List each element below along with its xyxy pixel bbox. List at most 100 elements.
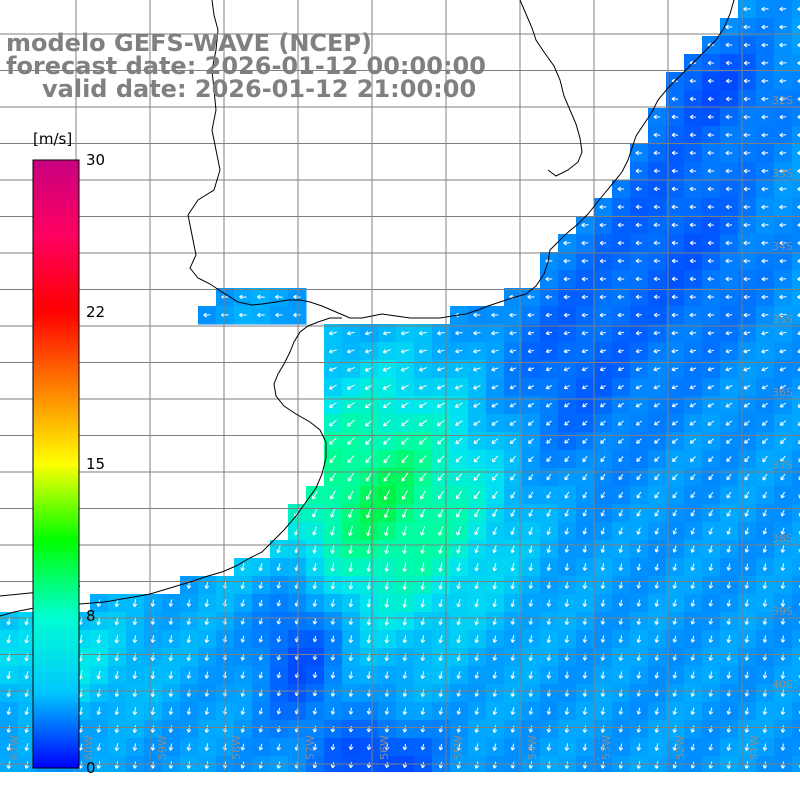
latitude-label: 37S bbox=[772, 459, 793, 472]
wind-arrow bbox=[707, 132, 715, 138]
wind-arrow bbox=[725, 78, 732, 84]
wind-arrow bbox=[384, 580, 389, 590]
wind-arrow bbox=[168, 761, 174, 769]
wind-arrow bbox=[474, 671, 480, 679]
wind-arrow bbox=[779, 420, 787, 426]
wind-arrow bbox=[455, 348, 463, 354]
wind-arrow bbox=[347, 349, 355, 354]
wind-arrow bbox=[672, 491, 678, 499]
wind-arrow bbox=[726, 509, 732, 517]
wind-arrow bbox=[600, 509, 605, 517]
wind-arrow bbox=[689, 330, 697, 336]
wind-arrow bbox=[204, 725, 210, 733]
wind-arrow bbox=[779, 240, 787, 246]
wind-arrow bbox=[726, 707, 732, 715]
wind-arrow bbox=[365, 454, 373, 464]
wind-arrow bbox=[437, 473, 445, 482]
wind-arrow bbox=[599, 276, 607, 282]
wind-arrow bbox=[365, 472, 373, 482]
wind-arrow bbox=[617, 367, 624, 372]
wind-arrow bbox=[491, 473, 498, 481]
wind-arrow bbox=[240, 707, 246, 715]
wind-arrow bbox=[419, 455, 427, 464]
wind-arrow bbox=[384, 744, 390, 751]
wind-arrow bbox=[346, 366, 355, 372]
wind-arrow bbox=[438, 526, 444, 536]
wind-arrow bbox=[510, 545, 515, 554]
wind-arrow bbox=[150, 689, 156, 698]
wind-arrow bbox=[545, 312, 553, 318]
speed-cell bbox=[792, 252, 800, 271]
wind-arrow bbox=[600, 456, 606, 463]
wind-arrow bbox=[528, 635, 534, 643]
wind-arrow bbox=[330, 526, 335, 536]
wind-arrow bbox=[636, 671, 642, 679]
latitude-label: 34S bbox=[772, 240, 793, 253]
wind-arrow bbox=[582, 420, 588, 426]
wind-arrow bbox=[132, 599, 138, 608]
wind-arrow bbox=[402, 635, 408, 644]
wind-arrow bbox=[186, 725, 192, 733]
rio-plata-south-coast bbox=[0, 317, 342, 617]
wind-arrow bbox=[744, 743, 750, 751]
wind-arrow bbox=[617, 186, 625, 192]
wind-arrow bbox=[672, 635, 678, 643]
wind-arrow bbox=[654, 527, 659, 535]
wind-arrow bbox=[636, 438, 642, 444]
wind-arrow bbox=[708, 456, 714, 462]
wind-arrow bbox=[743, 312, 751, 318]
wind-arrow bbox=[455, 437, 463, 445]
wind-arrow bbox=[708, 581, 714, 589]
wind-arrow bbox=[726, 671, 732, 679]
wind-arrow bbox=[474, 562, 479, 572]
wind-arrow bbox=[384, 526, 389, 537]
wind-arrow bbox=[456, 743, 462, 751]
wind-arrow bbox=[653, 385, 661, 390]
wind-arrow bbox=[581, 312, 589, 318]
wind-arrow bbox=[401, 454, 409, 464]
wind-arrow bbox=[581, 222, 589, 228]
wind-arrow bbox=[509, 348, 517, 354]
wind-arrow bbox=[473, 312, 481, 318]
wind-arrow bbox=[726, 599, 732, 607]
wind-arrow bbox=[348, 599, 354, 608]
wind-arrow bbox=[618, 599, 624, 607]
wind-arrow bbox=[618, 527, 623, 535]
wind-arrow bbox=[779, 96, 787, 102]
wind-arrow bbox=[402, 562, 407, 572]
wind-arrow bbox=[366, 762, 372, 769]
wind-arrow bbox=[761, 150, 769, 156]
wind-arrow bbox=[528, 599, 534, 607]
wind-arrow bbox=[690, 761, 696, 769]
wind-arrow bbox=[635, 330, 642, 336]
wind-arrow bbox=[690, 743, 696, 751]
wind-arrow bbox=[509, 420, 517, 426]
wind-arrow bbox=[564, 473, 570, 481]
wind-arrow bbox=[114, 725, 120, 734]
wind-arrow bbox=[275, 312, 283, 318]
wind-arrow bbox=[636, 761, 642, 769]
wind-arrow bbox=[600, 545, 606, 553]
wind-arrow bbox=[509, 367, 517, 372]
wind-arrow bbox=[546, 599, 552, 607]
wind-arrow bbox=[780, 438, 786, 445]
wind-arrow bbox=[689, 186, 697, 192]
wind-arrow bbox=[707, 240, 714, 246]
wind-arrow bbox=[780, 725, 786, 733]
colorbar-tick-8: 8 bbox=[86, 607, 96, 625]
speed-cell bbox=[792, 324, 800, 343]
wind-arrow bbox=[258, 707, 264, 715]
wind-arrow bbox=[240, 743, 246, 751]
speed-cell bbox=[792, 486, 800, 505]
wind-arrow bbox=[276, 761, 282, 769]
wind-arrow bbox=[456, 562, 461, 572]
wind-arrow bbox=[455, 455, 463, 463]
wind-arrow bbox=[743, 367, 751, 372]
wind-arrow bbox=[384, 762, 390, 769]
wind-arrow bbox=[743, 78, 751, 84]
wind-arrow bbox=[312, 508, 318, 518]
wind-arrow bbox=[204, 599, 210, 608]
wind-arrow bbox=[240, 581, 245, 590]
wind-arrow bbox=[653, 186, 660, 192]
wind-arrow bbox=[708, 635, 714, 643]
